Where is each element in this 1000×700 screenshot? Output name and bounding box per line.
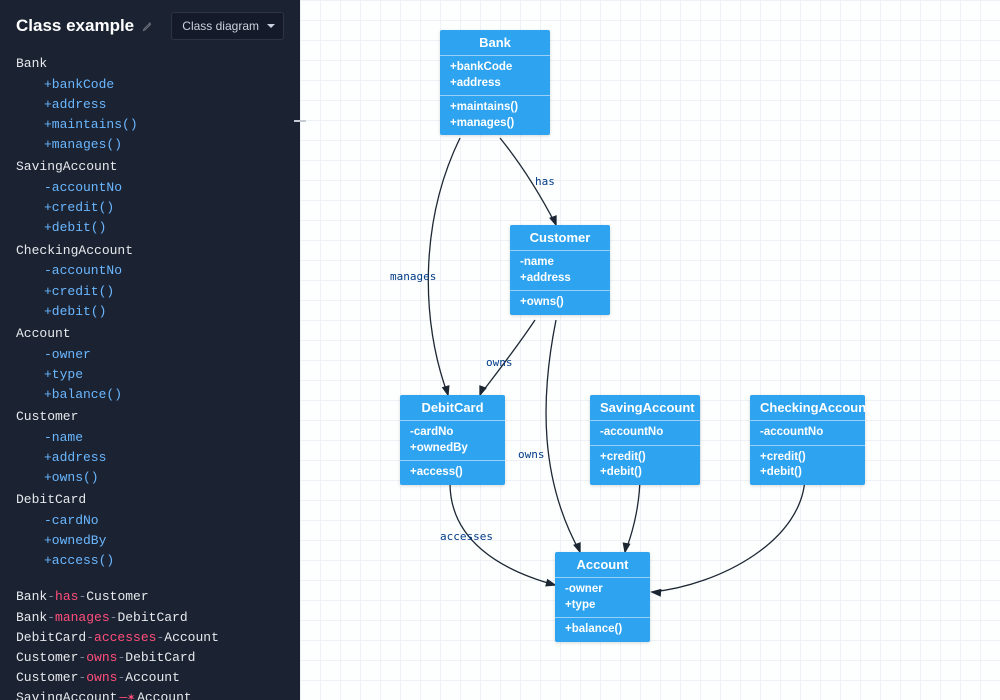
class-member[interactable]: +balance() — [44, 385, 284, 405]
class-node-savingaccount[interactable]: SavingAccount-accountNo+credit()+debit() — [590, 395, 700, 485]
class-node-customer[interactable]: Customer-name+address+owns() — [510, 225, 610, 315]
class-block: Account-owner+type+balance() — [16, 324, 284, 405]
class-node-debitcard[interactable]: DebitCard-cardNo+ownedBy+access() — [400, 395, 505, 485]
edge — [546, 320, 580, 552]
relation-row[interactable]: SavingAccount—✶Account — [16, 688, 284, 700]
class-member[interactable]: +debit() — [44, 302, 284, 322]
node-attributes: -cardNo+ownedBy — [400, 421, 505, 461]
class-member[interactable]: +ownedBy — [44, 531, 284, 551]
node-title: DebitCard — [400, 395, 505, 421]
edit-icon[interactable] — [142, 20, 154, 32]
edge — [625, 475, 640, 552]
class-member[interactable]: +debit() — [44, 218, 284, 238]
class-member[interactable]: +owns() — [44, 468, 284, 488]
diagram-type-value: Class diagram — [182, 19, 259, 33]
class-member[interactable]: +address — [44, 448, 284, 468]
class-name[interactable]: DebitCard — [16, 490, 284, 511]
edge — [428, 138, 460, 395]
canvas-tick — [294, 120, 306, 122]
edge-label: owns — [486, 356, 513, 369]
node-attributes: -name+address — [510, 251, 610, 291]
class-block: Bank+bankCode+address+maintains()+manage… — [16, 54, 284, 155]
edge — [652, 475, 805, 592]
class-name[interactable]: Bank — [16, 54, 284, 75]
class-member[interactable]: +manages() — [44, 135, 284, 155]
edge-label: owns — [518, 448, 545, 461]
class-block: Customer-name+address+owns() — [16, 407, 284, 488]
diagram-canvas[interactable]: Bank+bankCode+address+maintains()+manage… — [300, 0, 1000, 700]
relation-row[interactable]: Customer-owns-DebitCard — [16, 648, 284, 668]
node-attributes: -accountNo — [750, 421, 865, 446]
class-member[interactable]: +credit() — [44, 282, 284, 302]
class-node-account[interactable]: Account-owner+type+balance() — [555, 552, 650, 642]
diagram-type-select[interactable]: Class diagram — [171, 12, 284, 40]
page-title: Class example — [16, 16, 154, 36]
node-methods: +balance() — [555, 618, 650, 642]
class-member[interactable]: +address — [44, 95, 284, 115]
class-block: CheckingAccount-accountNo+credit()+debit… — [16, 241, 284, 322]
class-name[interactable]: CheckingAccount — [16, 241, 284, 262]
node-title: Customer — [510, 225, 610, 251]
node-attributes: +bankCode+address — [440, 56, 550, 96]
class-name[interactable]: SavingAccount — [16, 157, 284, 178]
sidebar: Class example Class diagram Bank+bankCod… — [0, 0, 300, 700]
relation-row[interactable]: Bank-manages-DebitCard — [16, 608, 284, 628]
node-methods: +credit()+debit() — [750, 446, 865, 485]
class-name[interactable]: Account — [16, 324, 284, 345]
class-block: SavingAccount-accountNo+credit()+debit() — [16, 157, 284, 238]
edge-label: accesses — [440, 530, 493, 543]
class-member[interactable]: +type — [44, 365, 284, 385]
class-name[interactable]: Customer — [16, 407, 284, 428]
relation-row[interactable]: Customer-owns-Account — [16, 668, 284, 688]
relation-row[interactable]: DebitCard-accesses-Account — [16, 628, 284, 648]
node-methods: +maintains()+manages() — [440, 96, 550, 135]
class-node-checkingaccount[interactable]: CheckingAccount-accountNo+credit()+debit… — [750, 395, 865, 485]
class-node-bank[interactable]: Bank+bankCode+address+maintains()+manage… — [440, 30, 550, 135]
class-member[interactable]: +maintains() — [44, 115, 284, 135]
class-member[interactable]: +credit() — [44, 198, 284, 218]
class-outline: Bank+bankCode+address+maintains()+manage… — [16, 54, 284, 571]
node-attributes: -owner+type — [555, 578, 650, 618]
class-member[interactable]: -cardNo — [44, 511, 284, 531]
class-member[interactable]: +bankCode — [44, 75, 284, 95]
node-methods: +owns() — [510, 291, 610, 315]
node-methods: +access() — [400, 461, 505, 485]
node-title: Account — [555, 552, 650, 578]
node-title: Bank — [440, 30, 550, 56]
node-attributes: -accountNo — [590, 421, 700, 446]
node-title: CheckingAccount — [750, 395, 865, 421]
relation-list: Bank-has-CustomerBank-manages-DebitCardD… — [16, 587, 284, 700]
class-member[interactable]: -accountNo — [44, 261, 284, 281]
node-methods: +credit()+debit() — [590, 446, 700, 485]
node-title: SavingAccount — [590, 395, 700, 421]
class-member[interactable]: -owner — [44, 345, 284, 365]
edge-label: manages — [390, 270, 436, 283]
edge-label: has — [535, 175, 555, 188]
class-member[interactable]: +access() — [44, 551, 284, 571]
page-title-text: Class example — [16, 16, 134, 36]
class-member[interactable]: -accountNo — [44, 178, 284, 198]
class-block: DebitCard-cardNo+ownedBy+access() — [16, 490, 284, 571]
class-member[interactable]: -name — [44, 428, 284, 448]
relation-row[interactable]: Bank-has-Customer — [16, 587, 284, 607]
